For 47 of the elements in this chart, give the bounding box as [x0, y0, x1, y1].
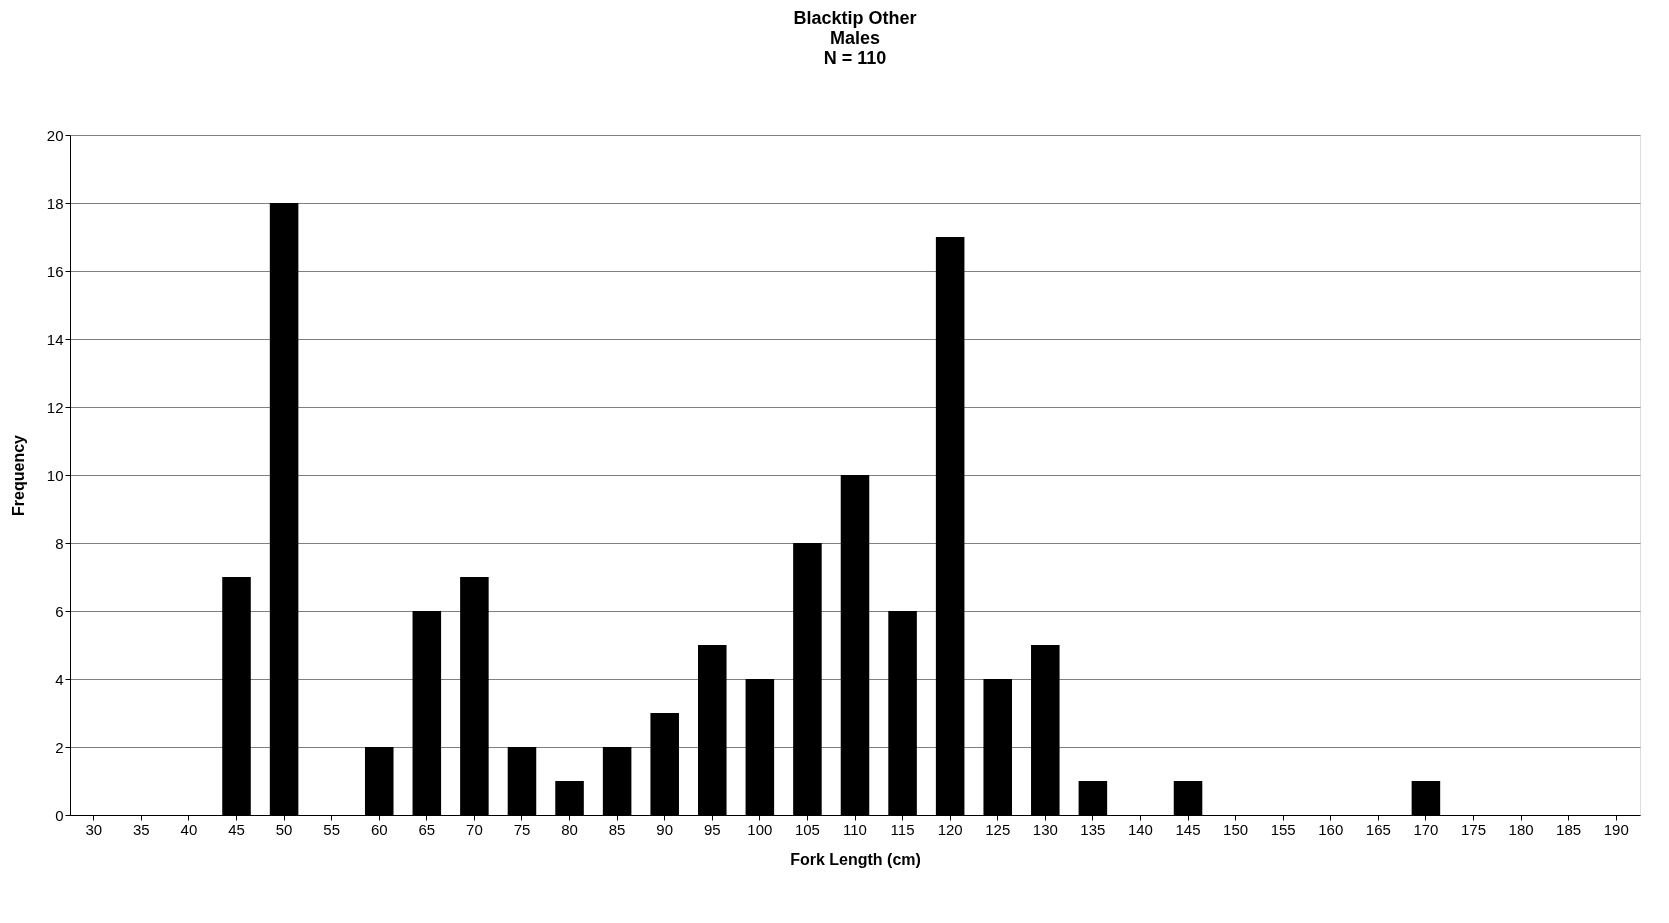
y-tick-label: 4: [55, 670, 64, 688]
x-tick-label: 125: [985, 820, 1011, 838]
x-tick-label: 190: [1603, 820, 1629, 838]
y-axis-title: Frequency: [9, 434, 27, 516]
x-tick-label: 90: [656, 820, 674, 838]
y-tick-label: 20: [46, 126, 64, 144]
x-tick-label: 180: [1508, 820, 1534, 838]
y-tick-label: 18: [46, 194, 64, 212]
x-tick-label: 140: [1127, 820, 1153, 838]
y-tick-label: 0: [55, 806, 64, 824]
x-tick-label: 85: [608, 820, 626, 838]
x-tick-label: 170: [1413, 820, 1439, 838]
x-axis-title: Fork Length (cm): [790, 850, 921, 868]
y-tick-label: 14: [46, 330, 64, 348]
x-tick-label: 30: [85, 820, 103, 838]
y-tick-label: 2: [55, 738, 64, 756]
x-tick-label: 75: [513, 820, 531, 838]
x-tick-label: 105: [794, 820, 820, 838]
chart-title: Blacktip Other Males N = 110: [793, 8, 917, 68]
x-tick-label: 175: [1460, 820, 1486, 838]
y-tick-label: 10: [46, 466, 64, 484]
x-tick-label: 40: [180, 820, 198, 838]
x-tick-label: 155: [1270, 820, 1296, 838]
x-tick-label: 65: [418, 820, 436, 838]
y-tick-label: 8: [55, 534, 64, 552]
x-tick-label: 115: [890, 820, 915, 838]
x-tick-label: 80: [561, 820, 578, 838]
x-tick-label: 130: [1032, 820, 1058, 838]
y-tick-label: 12: [46, 398, 64, 416]
x-tick-label: 165: [1365, 820, 1391, 838]
x-tick-label: 100: [747, 820, 773, 838]
x-tick-label: 45: [228, 820, 245, 838]
x-tick-label: 55: [323, 820, 341, 838]
x-tick-label: 135: [1080, 820, 1106, 838]
x-tick-label: 185: [1556, 820, 1582, 838]
x-tick-label: 35: [133, 820, 150, 838]
x-tick-label: 150: [1223, 820, 1249, 838]
x-tick-label: 120: [937, 820, 963, 838]
x-tick-label: 50: [275, 820, 293, 838]
x-tick-label: 95: [703, 820, 721, 838]
x-tick-label: 60: [370, 820, 388, 838]
y-tick-label: 16: [46, 262, 64, 280]
y-tick-label: 6: [55, 602, 64, 620]
x-tick-label: 160: [1318, 820, 1344, 838]
x-tick-label: 145: [1175, 820, 1201, 838]
x-tick-label: 110: [843, 820, 867, 838]
x-tick-label: 70: [466, 820, 483, 838]
